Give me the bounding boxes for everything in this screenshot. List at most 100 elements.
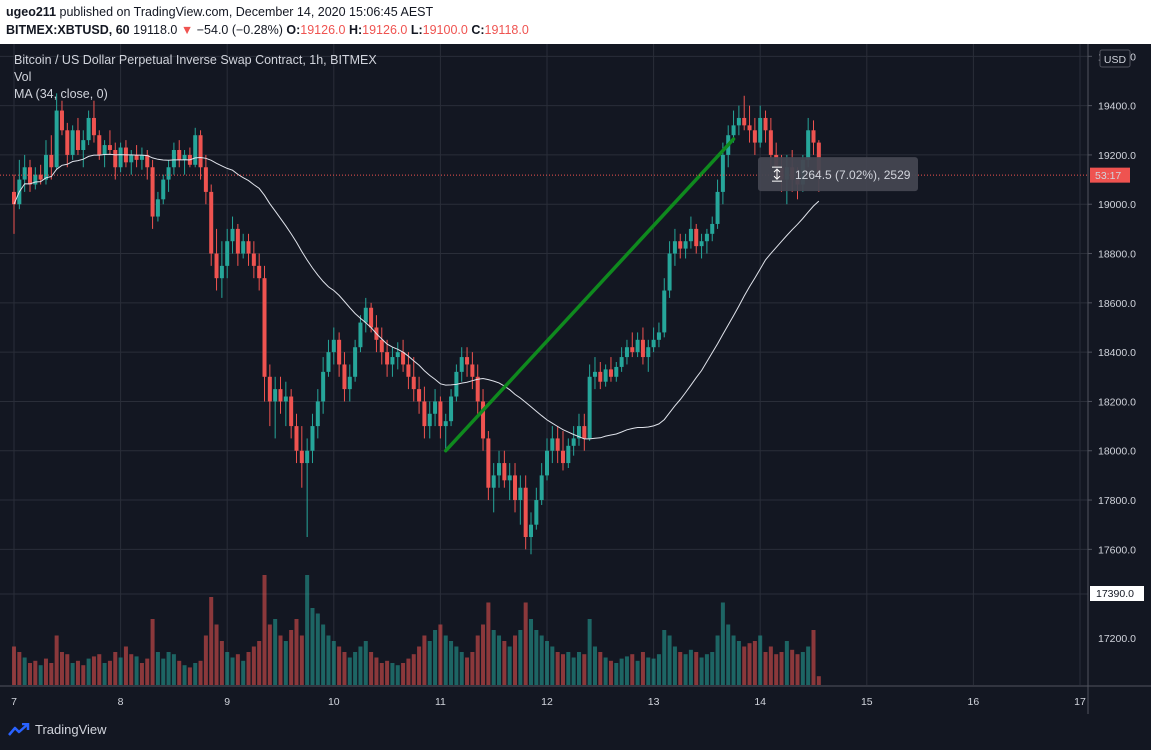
volume-bar	[619, 658, 624, 685]
candle-body	[182, 154, 187, 160]
candle-body	[107, 145, 112, 150]
volume-bar	[411, 654, 416, 685]
volume-bar	[331, 641, 336, 685]
candle-body	[646, 347, 651, 358]
candle-body	[598, 371, 603, 382]
candle-body	[235, 228, 240, 254]
author-name[interactable]: ugeo211	[6, 5, 57, 19]
volume-bar	[806, 646, 811, 685]
volume-bar	[161, 658, 166, 685]
volume-axis-label: 17200.0	[1098, 633, 1136, 645]
candle-body	[406, 364, 411, 377]
volume-bar	[299, 635, 304, 685]
volume-bar	[235, 654, 240, 685]
time-axis[interactable]: 7 8 9 10 11 12 13 14 15 16 17	[11, 696, 1086, 708]
trend-line[interactable]	[443, 137, 736, 453]
volume-bar	[33, 660, 38, 685]
volume-bar	[155, 652, 160, 685]
volume-bar	[513, 635, 518, 685]
volume-bar	[816, 676, 821, 685]
price-tick-label: 18400.0	[1098, 347, 1136, 359]
volume-bar	[459, 652, 464, 685]
candle-body	[624, 347, 629, 358]
volume-bar	[545, 641, 549, 685]
candle-body	[656, 332, 661, 340]
volume-bar	[193, 663, 198, 685]
candle-body	[385, 352, 390, 365]
candle-body	[619, 357, 624, 367]
candle-body	[635, 339, 640, 353]
volume-bar	[214, 624, 219, 685]
price-axis[interactable]: 19600.019400.019200.019000.018800.018600…	[1088, 51, 1144, 645]
candle-body	[449, 396, 454, 422]
candle-body	[710, 223, 715, 234]
candle-body	[299, 450, 304, 464]
candle-body	[497, 463, 502, 476]
candle-body	[529, 524, 534, 538]
open-label: O:	[286, 23, 301, 37]
volume-bar	[310, 608, 315, 685]
candle-body	[699, 241, 704, 247]
volume-bar	[523, 602, 528, 685]
candle-body	[12, 191, 16, 205]
volume-bar	[768, 646, 773, 685]
candle-body	[33, 174, 38, 185]
candle-body	[102, 145, 107, 155]
volume-bar	[624, 656, 629, 685]
volume-bar	[315, 613, 320, 685]
currency-badge[interactable]: USD	[1099, 49, 1131, 68]
volume-bar	[379, 663, 384, 685]
volume-bar	[38, 665, 43, 685]
price-tick-label: 19000.0	[1098, 199, 1136, 211]
volume-bar	[587, 619, 592, 685]
candle-body	[150, 167, 155, 217]
volume-bar	[582, 654, 587, 685]
volume-bar	[166, 652, 171, 685]
volume-bar	[171, 654, 176, 685]
price-tick-label: 18200.0	[1098, 396, 1136, 408]
volume-bar	[635, 660, 640, 685]
volume-legend[interactable]: Vol	[14, 70, 32, 84]
candle-body	[603, 369, 608, 382]
candle-body	[507, 475, 512, 481]
volume-bar	[683, 654, 688, 685]
volume-bar	[363, 641, 368, 685]
volume-bar	[305, 575, 310, 685]
volume-bar	[502, 641, 507, 685]
volume-bar	[598, 652, 603, 685]
candle-body	[54, 110, 59, 168]
candle-body	[640, 339, 645, 358]
chart-title: Bitcoin / US Dollar Perpetual Inverse Sw…	[14, 53, 377, 67]
candle-body	[523, 487, 528, 538]
price-chart[interactable]: 1264.5 (7.02%), 2529 19600.019400.019200…	[0, 44, 1151, 714]
volume-bar	[289, 630, 294, 685]
volume-bar	[667, 635, 672, 685]
volume-bar	[251, 646, 256, 685]
candle-body	[614, 366, 619, 377]
candle-body	[608, 369, 613, 377]
volume-bar	[337, 646, 342, 685]
time-tick-label: 12	[541, 696, 553, 708]
volume-bar	[107, 660, 112, 685]
volume-bar	[758, 635, 763, 685]
volume-bar	[800, 652, 805, 685]
time-tick-label: 14	[754, 696, 766, 708]
volume-bar	[470, 652, 475, 685]
candle-body	[427, 413, 432, 427]
candle-body	[401, 352, 406, 365]
candle-body	[262, 278, 267, 377]
volume-axis-tag-label: 17390.0	[1096, 588, 1134, 600]
price-tick-label: 18800.0	[1098, 249, 1136, 261]
tradingview-logo-icon	[8, 722, 30, 736]
tradingview-brand[interactable]: TradingView	[8, 722, 107, 737]
last-price-tag: 53:17	[1090, 167, 1130, 183]
volume-bar	[369, 652, 374, 685]
candle-body	[587, 376, 592, 439]
chart-pane[interactable]: 1264.5 (7.02%), 2529 19600.019400.019200…	[0, 44, 1151, 714]
volume-bar	[358, 646, 363, 685]
candles	[12, 93, 821, 555]
candle-body	[161, 179, 166, 200]
volume-bar	[139, 663, 144, 685]
ma-legend[interactable]: MA (34, close, 0)	[14, 87, 108, 101]
candle-body	[22, 167, 27, 180]
